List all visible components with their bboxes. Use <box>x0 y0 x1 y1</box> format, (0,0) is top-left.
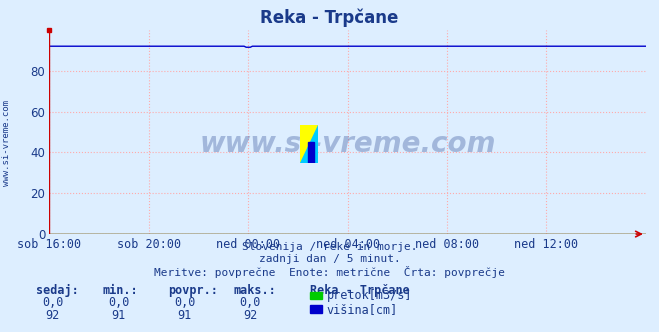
Polygon shape <box>308 142 314 163</box>
Text: 0,0: 0,0 <box>240 296 261 309</box>
Text: 0,0: 0,0 <box>174 296 195 309</box>
Text: 91: 91 <box>111 309 126 322</box>
Text: 92: 92 <box>243 309 258 322</box>
Polygon shape <box>300 124 318 163</box>
Text: www.si-vreme.com: www.si-vreme.com <box>200 130 496 158</box>
Text: sedaj:: sedaj: <box>36 284 79 297</box>
Polygon shape <box>300 124 318 163</box>
Text: 92: 92 <box>45 309 60 322</box>
Text: min.:: min.: <box>102 284 138 297</box>
Text: www.si-vreme.com: www.si-vreme.com <box>2 100 11 186</box>
Text: 91: 91 <box>177 309 192 322</box>
Text: 0,0: 0,0 <box>108 296 129 309</box>
Text: pretok[m3/s]: pretok[m3/s] <box>327 289 413 302</box>
Text: zadnji dan / 5 minut.: zadnji dan / 5 minut. <box>258 254 401 264</box>
Text: Reka - Trpčane: Reka - Trpčane <box>310 284 409 297</box>
Text: Meritve: povprečne  Enote: metrične  Črta: povprečje: Meritve: povprečne Enote: metrične Črta:… <box>154 266 505 278</box>
Text: povpr.:: povpr.: <box>168 284 218 297</box>
Text: višina[cm]: višina[cm] <box>327 302 398 316</box>
Text: Slovenija / reke in morje.: Slovenija / reke in morje. <box>242 242 417 252</box>
Text: 0,0: 0,0 <box>42 296 63 309</box>
Text: maks.:: maks.: <box>234 284 277 297</box>
Text: Reka - Trpčane: Reka - Trpčane <box>260 8 399 27</box>
